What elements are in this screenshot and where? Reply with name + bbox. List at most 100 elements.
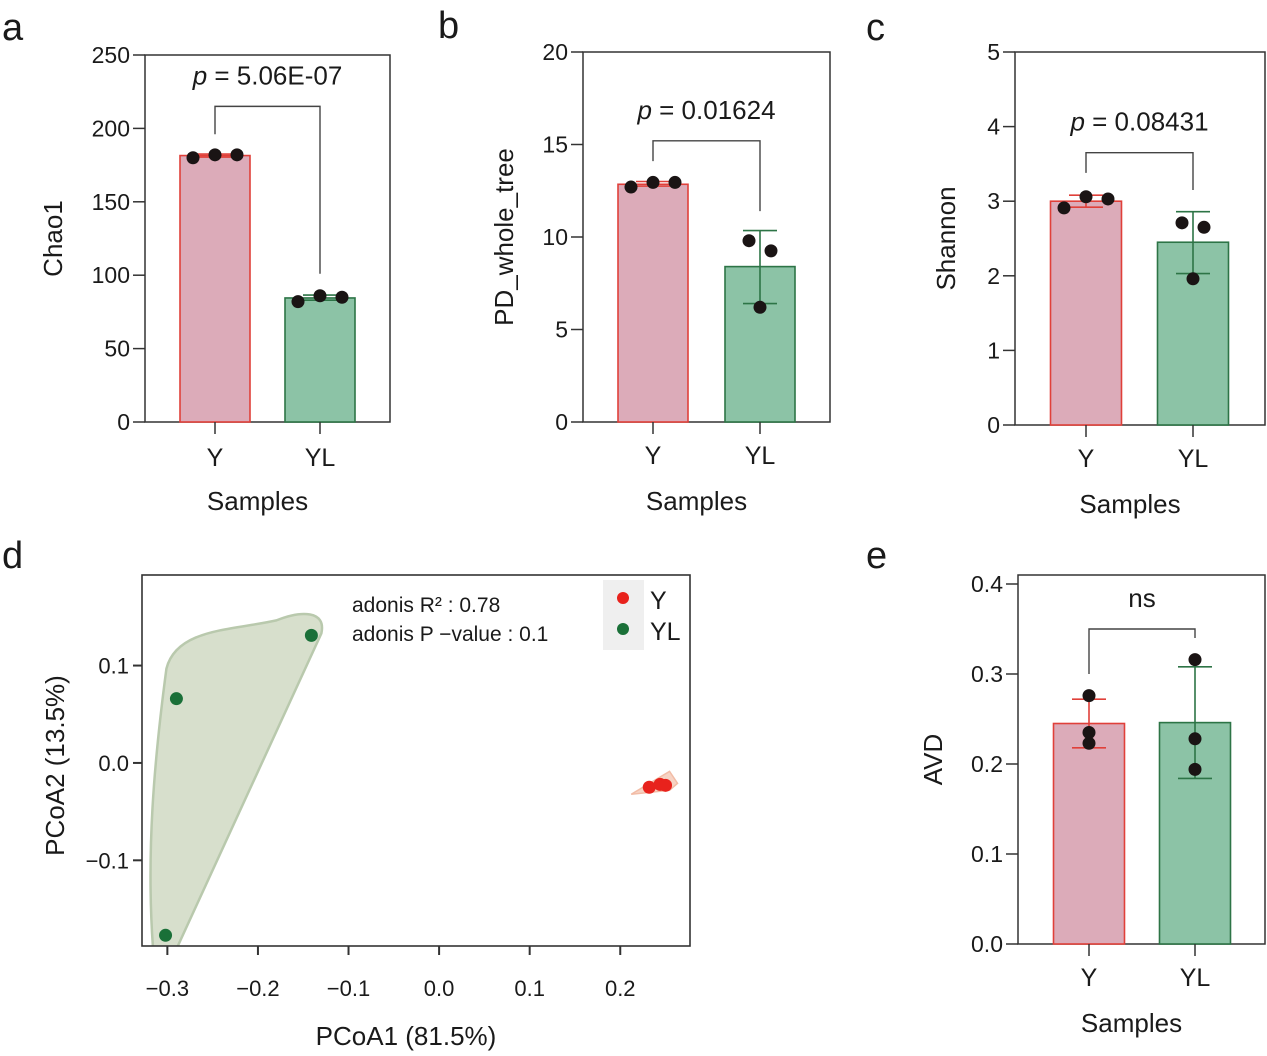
x-axis-title: Samples bbox=[1081, 1008, 1182, 1038]
scatter-point-YL bbox=[169, 692, 183, 706]
adonis-annotation: adonis R² : 0.78 bbox=[352, 594, 500, 617]
y-tick-label: 0.0 bbox=[971, 931, 1003, 957]
x-tick-label: −0.2 bbox=[236, 976, 279, 1001]
y-axis-title: PCoA2 (13.5%) bbox=[40, 675, 70, 856]
y-tick-label: 2 bbox=[987, 263, 1000, 289]
legend-marker-Y bbox=[617, 592, 629, 604]
data-point bbox=[291, 295, 305, 309]
scatter-point-YL bbox=[159, 928, 173, 942]
panel-d: d −0.3 −0.2 −0.1 0.0 0.1 0.2 0.1 0.0 −0.1 PCoA1 (8… bbox=[2, 535, 691, 1051]
x-tick-label: −0.1 bbox=[327, 976, 370, 1001]
x-tick-label: YL bbox=[1180, 964, 1211, 992]
panel-letter: c bbox=[866, 7, 885, 49]
y-tick-label: 150 bbox=[92, 189, 130, 215]
y-tick-label: 4 bbox=[987, 114, 1000, 140]
significance-bracket bbox=[1088, 628, 1196, 674]
panel-c: c 0 1 2 3 4 5 Shannon Y YL Samples p = 0.08431 bbox=[866, 7, 1266, 519]
x-tick-label: Y bbox=[1081, 964, 1098, 992]
data-point bbox=[1101, 192, 1115, 206]
y-tick-label: 5 bbox=[555, 317, 568, 343]
panel-letter: a bbox=[2, 7, 24, 49]
panel-b: b 0 5 10 15 20 PD_whole_tree Y YL Samples p = 0.01… bbox=[438, 5, 831, 516]
p-value-text: = 0.01624 bbox=[652, 95, 776, 125]
panel-letter: d bbox=[2, 535, 23, 577]
data-point bbox=[1175, 216, 1189, 230]
p-value-text: ns bbox=[1128, 583, 1155, 613]
y-tick-label: 0 bbox=[555, 409, 568, 435]
y-tick-label: 0 bbox=[987, 412, 1000, 438]
legend-label: Y bbox=[650, 587, 667, 615]
data-point bbox=[208, 148, 222, 162]
legend-marker-YL bbox=[617, 623, 629, 635]
p-value-text: = 5.06E-07 bbox=[207, 60, 342, 90]
y-tick-label: 100 bbox=[92, 262, 130, 288]
y-axis-title: AVD bbox=[918, 734, 948, 786]
yl-group-hull bbox=[149, 612, 324, 946]
x-tick-label: YL bbox=[305, 444, 336, 472]
p-value-label: ns bbox=[1128, 583, 1155, 613]
significance-bracket bbox=[1085, 152, 1194, 191]
p-symbol: p bbox=[1069, 107, 1084, 137]
x-axis-title: PCoA1 (81.5%) bbox=[316, 1021, 497, 1051]
data-point bbox=[1197, 220, 1211, 234]
y-tick-label: 3 bbox=[987, 188, 1000, 214]
plot-area bbox=[149, 612, 679, 946]
data-point bbox=[668, 175, 682, 189]
significance-bracket bbox=[214, 105, 321, 274]
data-point bbox=[1188, 732, 1202, 746]
y-tick-label: 50 bbox=[104, 336, 130, 362]
plot-frame bbox=[144, 54, 391, 423]
y-tick-label: 0.2 bbox=[971, 751, 1003, 777]
plot-frame bbox=[1014, 51, 1266, 426]
data-point bbox=[1079, 190, 1093, 204]
data-point bbox=[313, 289, 327, 303]
plot-frame bbox=[1017, 574, 1266, 945]
data-point bbox=[186, 151, 200, 165]
y-tick-label: 0.0 bbox=[98, 751, 129, 776]
p-value-text: = 0.08431 bbox=[1085, 107, 1209, 137]
y-axis-title: PD_whole_tree bbox=[489, 148, 519, 326]
significance-bracket bbox=[652, 140, 761, 212]
y-axis-title: Shannon bbox=[931, 186, 961, 290]
data-point bbox=[1082, 689, 1096, 703]
data-point bbox=[764, 244, 778, 258]
x-tick-label: 0.0 bbox=[424, 976, 455, 1001]
legend-label: YL bbox=[650, 618, 681, 646]
bar-Y bbox=[179, 154, 251, 423]
y-tick-label: 250 bbox=[92, 42, 130, 68]
bar-Y bbox=[617, 183, 689, 423]
x-tick-label: Y bbox=[1078, 445, 1095, 473]
data-point bbox=[1082, 726, 1096, 739]
x-axis-title: Samples bbox=[207, 486, 308, 516]
y-tick-label: 0.1 bbox=[971, 841, 1003, 867]
x-axis-title: Samples bbox=[1079, 489, 1180, 519]
y-tick-label: 0 bbox=[117, 409, 130, 435]
scatter-point-YL bbox=[304, 628, 318, 642]
data-point bbox=[753, 300, 767, 314]
y-tick-label: 15 bbox=[542, 132, 568, 158]
data-point bbox=[742, 234, 756, 248]
p-value-label: p = 0.08431 bbox=[1069, 107, 1208, 137]
x-tick-label: 0.2 bbox=[605, 976, 636, 1001]
data-point bbox=[1188, 762, 1202, 776]
panel-letter: b bbox=[438, 5, 459, 47]
legend-key-background bbox=[603, 580, 644, 650]
x-tick-label: −0.3 bbox=[146, 976, 189, 1001]
panel-letter: e bbox=[866, 535, 887, 577]
data-point bbox=[1186, 272, 1200, 286]
x-tick-label: YL bbox=[745, 442, 776, 470]
legend: Y YL bbox=[603, 580, 681, 650]
scatter-point-Y bbox=[642, 780, 656, 794]
data-point bbox=[1057, 201, 1071, 215]
y-tick-label: 0.1 bbox=[98, 654, 129, 679]
adonis-annotation: adonis P −value : 0.1 bbox=[352, 623, 548, 646]
y-tick-label: 0.3 bbox=[971, 661, 1003, 687]
x-tick-label: Y bbox=[207, 444, 224, 472]
panel-e: e 0.0 0.1 0.2 0.3 0.4 AVD Y YL Samples ns bbox=[866, 535, 1266, 1038]
bar-YL bbox=[284, 297, 356, 423]
y-tick-label: −0.1 bbox=[86, 848, 129, 873]
panel-a: a 0 50 100 150 200 250 Chao1 Y YL Samples p = 5.06E… bbox=[2, 7, 391, 516]
y-axis-title: Chao1 bbox=[38, 200, 68, 277]
y-tick-label: 0.4 bbox=[971, 571, 1003, 597]
data-point bbox=[230, 148, 244, 162]
